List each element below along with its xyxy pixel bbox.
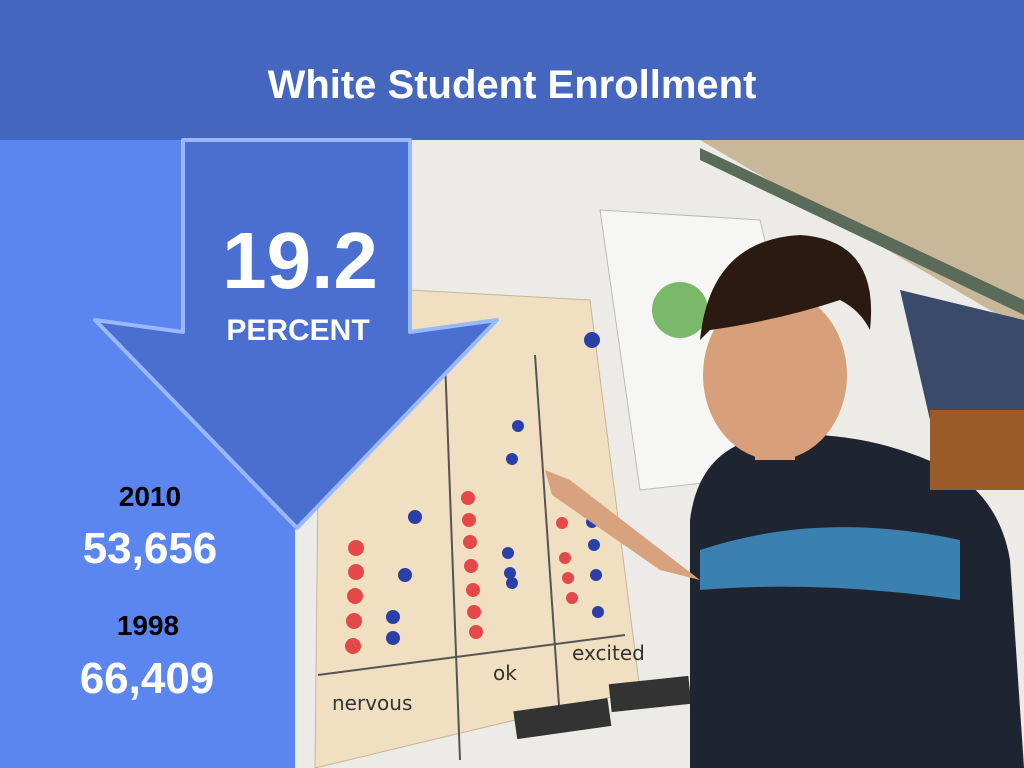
dot <box>462 513 476 527</box>
eraser <box>608 675 692 713</box>
shape <box>703 290 847 460</box>
dot <box>345 638 361 654</box>
shape <box>690 434 1024 768</box>
paper-art <box>652 282 708 338</box>
dot <box>506 577 518 589</box>
board <box>900 290 1024 420</box>
dot <box>347 588 363 604</box>
dot <box>463 535 477 549</box>
highlight-unit: PERCENT <box>226 314 369 347</box>
header-band <box>0 0 1024 140</box>
dot <box>346 613 362 629</box>
dot <box>512 420 524 432</box>
dot <box>408 510 422 524</box>
poster-label: ok <box>493 661 517 685</box>
shape <box>755 430 795 460</box>
dot <box>506 453 518 465</box>
stat-value: 66,409 <box>80 654 215 703</box>
down-arrow <box>93 138 499 530</box>
dot <box>588 539 600 551</box>
poster-label: nervous <box>332 691 412 715</box>
chair <box>930 410 1024 490</box>
dot <box>556 517 568 529</box>
stat-value: 53,656 <box>83 524 218 573</box>
title: White Student Enrollment <box>268 63 757 107</box>
dot <box>348 564 364 580</box>
dot <box>559 552 571 564</box>
dot <box>469 625 483 639</box>
shape <box>700 527 960 600</box>
boy <box>545 235 1024 768</box>
stat-year: 2010 <box>119 481 181 512</box>
dot <box>464 559 478 573</box>
shape <box>700 235 872 340</box>
poster-label: excited <box>572 641 645 665</box>
dot <box>386 610 400 624</box>
highlight-value: 19.2 <box>222 216 378 305</box>
dot <box>592 606 604 618</box>
dot <box>398 568 412 582</box>
eraser <box>513 698 612 740</box>
dot <box>504 567 516 579</box>
rail <box>700 148 1024 315</box>
dot <box>461 491 475 505</box>
dot <box>584 332 600 348</box>
dot <box>566 592 578 604</box>
poster-line <box>534 354 561 721</box>
poster-line <box>444 359 461 761</box>
dot <box>386 631 400 645</box>
dot <box>348 540 364 556</box>
stat-year: 1998 <box>117 610 179 641</box>
poster-line <box>317 634 626 676</box>
dot <box>502 547 514 559</box>
poster-dots <box>345 332 604 654</box>
dot <box>466 583 480 597</box>
dot <box>467 605 481 619</box>
dot <box>562 572 574 584</box>
shape <box>545 470 700 580</box>
dot <box>590 569 602 581</box>
